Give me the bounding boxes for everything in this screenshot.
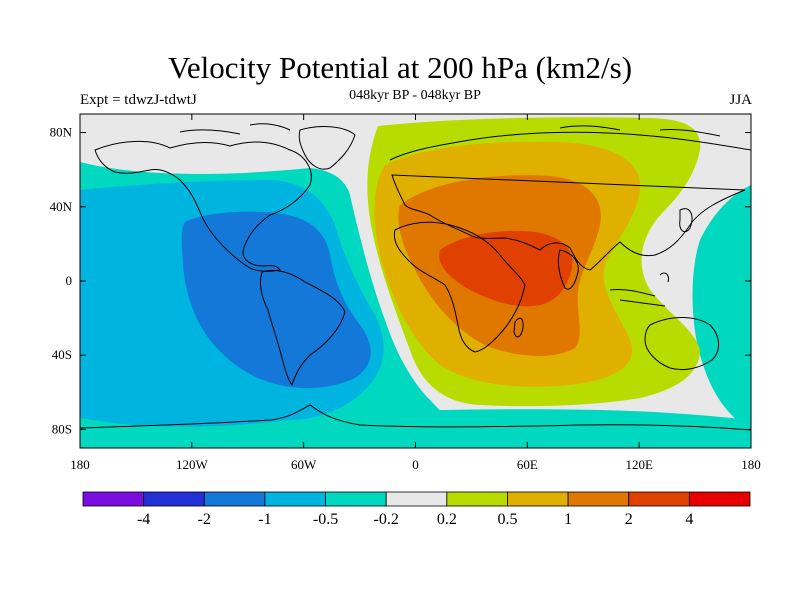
coastline-south-america <box>259 269 346 387</box>
y-tick-label: 80N <box>50 125 73 140</box>
colorbar-swatch <box>385 491 448 507</box>
colorbar-label: -2 <box>198 511 211 528</box>
y-tick-label: 0 <box>66 273 73 288</box>
colorbar-label: 1 <box>564 511 572 528</box>
y-axis: 80N 40N 0 40S 80S <box>50 125 751 436</box>
colorbar-swatch <box>446 491 508 507</box>
coastline-eurasia <box>389 131 751 271</box>
y-tick-label: 80S <box>52 421 72 436</box>
coastline-antarctica <box>80 404 751 431</box>
colorbar-swatch <box>82 491 145 507</box>
y-tick-label: 40S <box>52 347 72 362</box>
x-axis: 180 120W 60W 0 60E 120E 180 <box>70 114 761 472</box>
colorbar-label: 0.2 <box>437 511 457 528</box>
coastline-india <box>557 249 579 290</box>
negative-outer-region-east <box>692 185 751 430</box>
colorbar-swatch <box>628 491 690 507</box>
colorbar-label: 2 <box>625 511 633 528</box>
coastline-australia <box>644 317 719 371</box>
colorbar-label: 0.5 <box>497 511 517 528</box>
contour-fill-layer <box>80 114 751 448</box>
colorbar-swatch <box>567 491 630 507</box>
colorbar-swatch <box>203 491 266 507</box>
colorbar-label: -4 <box>137 511 150 528</box>
x-tick-label: 60W <box>291 457 317 472</box>
x-tick-label: 180 <box>70 457 90 472</box>
coastline-greenland <box>298 126 356 170</box>
coastline-africa <box>393 221 526 353</box>
coastline-layer <box>80 123 751 431</box>
colorbar-swatch <box>325 491 387 507</box>
x-tick-label: 120E <box>625 457 653 472</box>
colorbar-label: -0.2 <box>374 511 399 528</box>
x-tick-label: 60E <box>517 457 538 472</box>
coastline-arctic-islands <box>179 123 721 137</box>
season-label: JJA <box>729 92 752 108</box>
coastline-indonesia <box>609 272 669 307</box>
experiment-label: Expt = tdwzJ-tdwtJ <box>80 92 197 108</box>
colorbar-swatch <box>143 491 205 507</box>
plot-title: Velocity Potential at 200 hPa (km2/s) <box>167 50 633 85</box>
colorbar: -4 -2 -1 -0.5 -0.2 0.2 0.5 1 2 4 <box>82 491 751 528</box>
coastline-north-america <box>94 140 312 272</box>
colorbar-label: -0.5 <box>313 511 338 528</box>
coastline-madagascar <box>513 317 524 338</box>
period-label: 048kyr BP - 048kyr BP <box>349 88 481 103</box>
x-tick-label: 120W <box>176 457 209 472</box>
colorbar-swatch <box>507 491 569 507</box>
coastline-japan <box>679 208 693 233</box>
x-tick-label: 0 <box>412 457 419 472</box>
x-tick-label: 180 <box>741 457 761 472</box>
negative-outer-region-south <box>300 409 751 448</box>
colorbar-swatch <box>264 491 326 507</box>
colorbar-swatch <box>688 491 751 507</box>
colorbar-label: 4 <box>685 511 693 528</box>
y-tick-label: 40N <box>50 199 73 214</box>
colorbar-label: -1 <box>258 511 271 528</box>
